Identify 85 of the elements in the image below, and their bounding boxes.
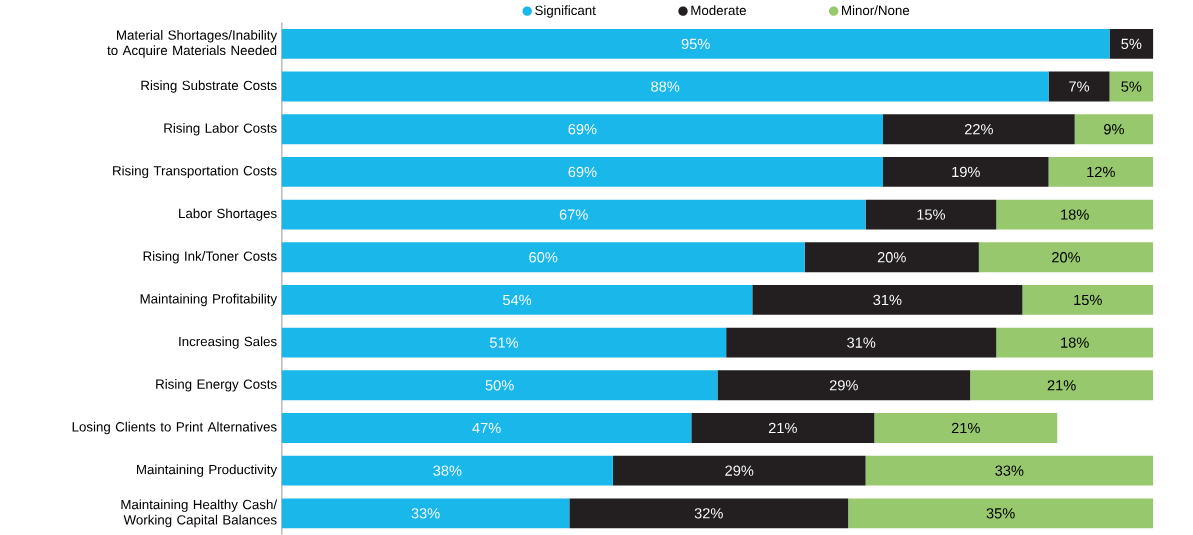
data-label: 18% [1061, 209, 1089, 220]
bar [804, 242, 979, 273]
bar [281, 370, 718, 401]
bar [865, 199, 997, 230]
bar [281, 242, 805, 273]
data-label: 51% [489, 337, 519, 348]
data-label: 29% [725, 465, 754, 476]
data-label: 69% [568, 123, 597, 135]
bar [848, 498, 1154, 529]
bar [612, 455, 866, 486]
bar [281, 156, 884, 187]
data-label: 29% [829, 379, 858, 391]
bar [1022, 284, 1154, 315]
legend-label: Minor/None [842, 5, 910, 15]
data-label: 95% [681, 38, 710, 49]
bar [996, 199, 1154, 230]
data-label: 21% [768, 422, 797, 433]
y-tick-label: Labor Shortages [179, 208, 277, 221]
bar [691, 412, 875, 443]
data-label: 47% [472, 422, 501, 433]
data-label: 7% [1069, 81, 1090, 92]
bar [883, 156, 1049, 187]
data-label: 31% [847, 337, 876, 348]
data-label: 60% [529, 251, 558, 263]
y-tick-label: Increasing Sales [179, 336, 277, 349]
y-tick-label: Rising Labor Costs [164, 122, 277, 136]
bar [569, 498, 849, 529]
y-tick-label: Rising Transportation Costs [113, 165, 277, 178]
y-tick-label: Rising Ink/Toner Costs [143, 250, 277, 264]
data-label: 9% [1104, 123, 1124, 135]
bar [726, 327, 997, 358]
bar [281, 284, 753, 315]
bar [874, 412, 1058, 443]
bar [281, 199, 866, 230]
data-label: 54% [503, 294, 532, 305]
bar [1109, 28, 1154, 59]
bar [996, 327, 1154, 358]
data-label: 22% [964, 123, 993, 135]
y-tick-label: Rising Substrate Costs [141, 80, 277, 93]
data-label: 67% [559, 209, 588, 220]
data-label: 50% [485, 379, 514, 391]
bar [281, 327, 727, 358]
data-label: 35% [986, 508, 1015, 519]
data-label: 31% [873, 294, 902, 305]
bar [970, 370, 1154, 401]
bar [883, 114, 1075, 145]
data-label: 15% [917, 209, 946, 220]
data-label: 15% [1074, 294, 1102, 305]
data-label: 20% [877, 251, 906, 263]
data-label: 5% [1121, 38, 1142, 49]
bar [281, 498, 570, 529]
bar [1048, 71, 1110, 102]
data-label: 5% [1121, 81, 1142, 92]
bar [281, 71, 1049, 102]
bar [281, 455, 613, 486]
bar [865, 455, 1154, 486]
data-label: 69% [568, 166, 597, 177]
y-tick-label: Rising Energy Costs [156, 378, 277, 392]
data-label: 20% [1052, 251, 1081, 263]
y-tick-label: Losing Clients to Print Alternatives [72, 421, 277, 435]
data-label: 12% [1087, 166, 1115, 177]
bar [717, 370, 971, 401]
y-tick-label: Maintaining Productivity [136, 464, 278, 477]
data-label: 33% [995, 465, 1024, 476]
legend-label: Moderate [691, 5, 746, 15]
data-label: 21% [951, 422, 980, 433]
y-tick-label: Material Shortages/Inability to Acquire Materials Needed [107, 29, 278, 58]
y-tick-label: Maintaining Healthy Cash/ Working Capital Balances [121, 499, 278, 528]
data-label: 38% [433, 465, 462, 476]
bar [281, 28, 1110, 59]
bar [1074, 114, 1154, 145]
data-label: 19% [952, 166, 980, 177]
bar [752, 284, 1023, 315]
bar [281, 412, 692, 443]
bar [1109, 71, 1154, 102]
bar [978, 242, 1154, 273]
data-label: 21% [1047, 380, 1076, 391]
bar [1048, 156, 1154, 187]
data-label: 88% [651, 81, 680, 92]
data-label: 32% [694, 508, 723, 519]
legend-label: Significant [535, 5, 596, 18]
bar [281, 114, 884, 145]
data-label: 18% [1061, 337, 1089, 348]
data-label: 33% [411, 508, 440, 519]
y-tick-label: Maintaining Profitability [140, 293, 278, 306]
